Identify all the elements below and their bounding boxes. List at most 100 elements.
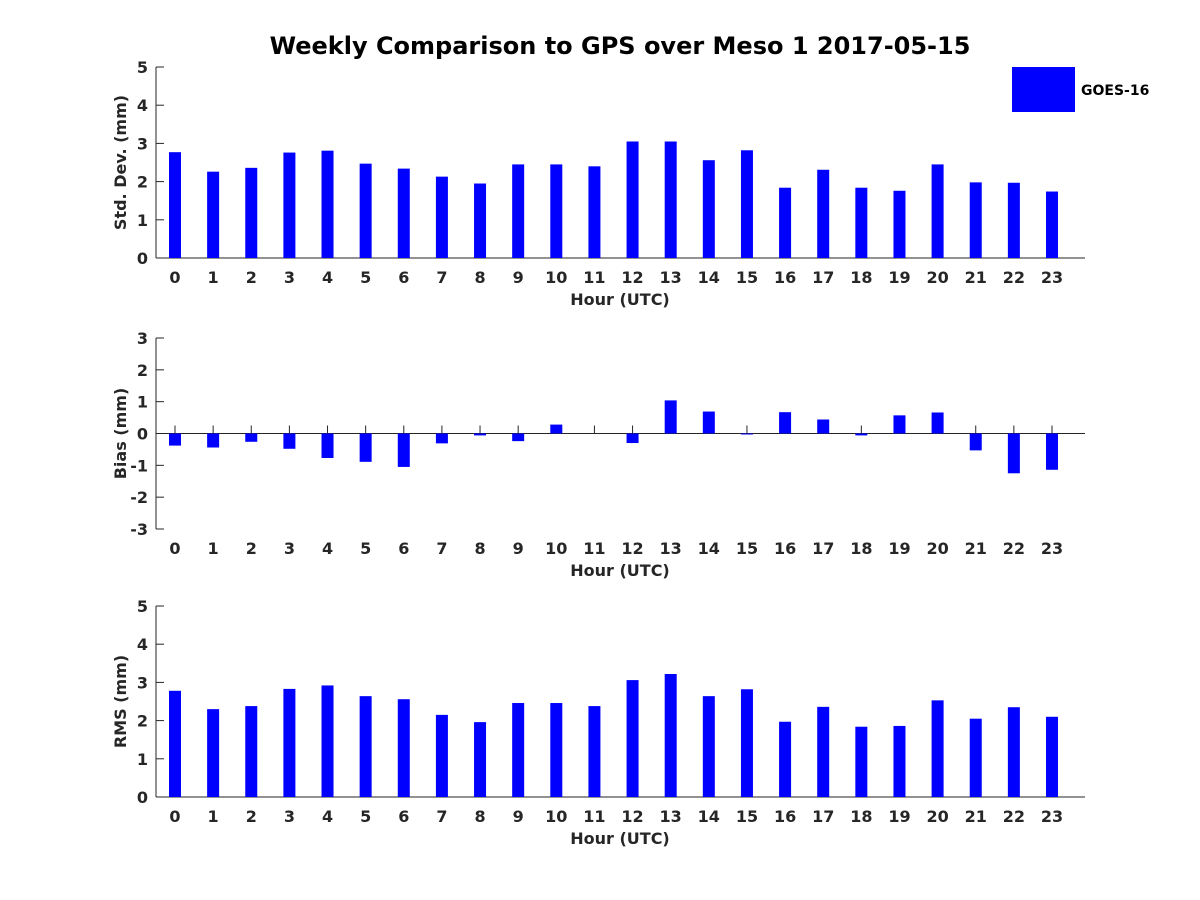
x-tick-label: 4 [322,539,333,558]
bar [893,415,906,434]
bar [397,168,410,258]
x-tick-label: 3 [284,539,295,558]
x-axis-label: Hour (UTC) [570,561,670,580]
x-tick-label: 11 [583,539,605,558]
bar [207,709,220,797]
bar [283,688,296,797]
bar [474,433,487,436]
x-tick-label: 1 [208,807,219,826]
x-tick-label: 9 [513,539,524,558]
bar [1045,433,1058,470]
x-tick-label: 19 [888,268,910,287]
x-tick-label: 10 [545,268,567,287]
bar [779,721,792,797]
x-tick-label: 8 [474,268,485,287]
x-tick-label: 18 [850,268,872,287]
y-tick-label: 0 [137,788,148,807]
x-tick-label: 7 [436,539,447,558]
bar [169,433,181,446]
x-tick-label: 23 [1041,807,1063,826]
bar [207,433,220,448]
bar [1007,433,1020,474]
bar [512,433,525,442]
x-axis-label: Hour (UTC) [570,829,670,848]
x-tick-label: 1 [208,539,219,558]
x-tick-label: 21 [965,807,987,826]
legend-label: GOES-16 [1081,83,1149,99]
x-tick-label: 22 [1003,539,1025,558]
x-tick-label: 20 [926,268,948,287]
x-tick-label: 7 [436,268,447,287]
y-tick-label: 0 [137,425,148,444]
x-tick-label: 2 [246,807,257,826]
bar [931,164,944,258]
x-tick-label: 23 [1041,539,1063,558]
x-tick-label: 7 [436,807,447,826]
x-tick-label: 3 [284,268,295,287]
y-axis-label: Bias (mm) [111,388,130,480]
x-tick-label: 18 [850,807,872,826]
x-tick-label: 6 [398,268,409,287]
x-tick-label: 2 [246,539,257,558]
bar [893,190,906,258]
x-tick-label: 13 [660,807,682,826]
x-tick-label: 12 [621,539,643,558]
y-tick-label: 2 [137,712,148,731]
bar [626,680,639,797]
x-tick-label: 16 [774,539,796,558]
bar [931,412,944,434]
bar [512,164,525,258]
bar [169,690,181,797]
bar [207,171,220,258]
x-tick-label: 1 [208,268,219,287]
x-tick-label: 17 [812,268,834,287]
x-tick-label: 9 [513,807,524,826]
y-tick-label: -1 [130,456,148,475]
bar [474,722,487,797]
bar [931,700,944,797]
x-tick-label: 5 [360,539,371,558]
y-tick-label: 5 [137,58,148,77]
bar [893,725,906,797]
bar [817,419,830,434]
bar [321,150,334,258]
bar [359,433,372,462]
x-tick-label: 5 [360,268,371,287]
figure-title: Weekly Comparison to GPS over Meso 1 201… [270,32,971,60]
x-tick-label: 19 [888,539,910,558]
x-tick-label: 0 [169,807,180,826]
bar [740,689,753,797]
x-tick-label: 17 [812,807,834,826]
y-tick-label: 2 [137,173,148,192]
x-tick-label: 21 [965,268,987,287]
x-tick-label: 18 [850,539,872,558]
y-tick-label: 3 [137,329,148,348]
bar [588,706,601,797]
bar [664,141,677,258]
bar [245,167,258,258]
bar [1007,707,1020,797]
x-tick-label: 20 [926,539,948,558]
x-tick-label: 16 [774,807,796,826]
y-tick-label: 4 [137,635,148,654]
bar [817,706,830,797]
bar [664,400,677,434]
y-tick-label: -2 [130,488,148,507]
x-tick-label: 14 [698,807,720,826]
bar [245,433,258,442]
x-tick-label: 12 [621,807,643,826]
bar [245,706,258,797]
bar [435,714,448,797]
bar [740,150,753,258]
bar [550,164,563,258]
y-tick-label: 2 [137,361,148,380]
x-tick-label: 13 [660,268,682,287]
bar [855,187,868,258]
bar [321,433,334,459]
y-axis-label: Std. Dev. (mm) [111,95,130,230]
bar [1045,716,1058,797]
